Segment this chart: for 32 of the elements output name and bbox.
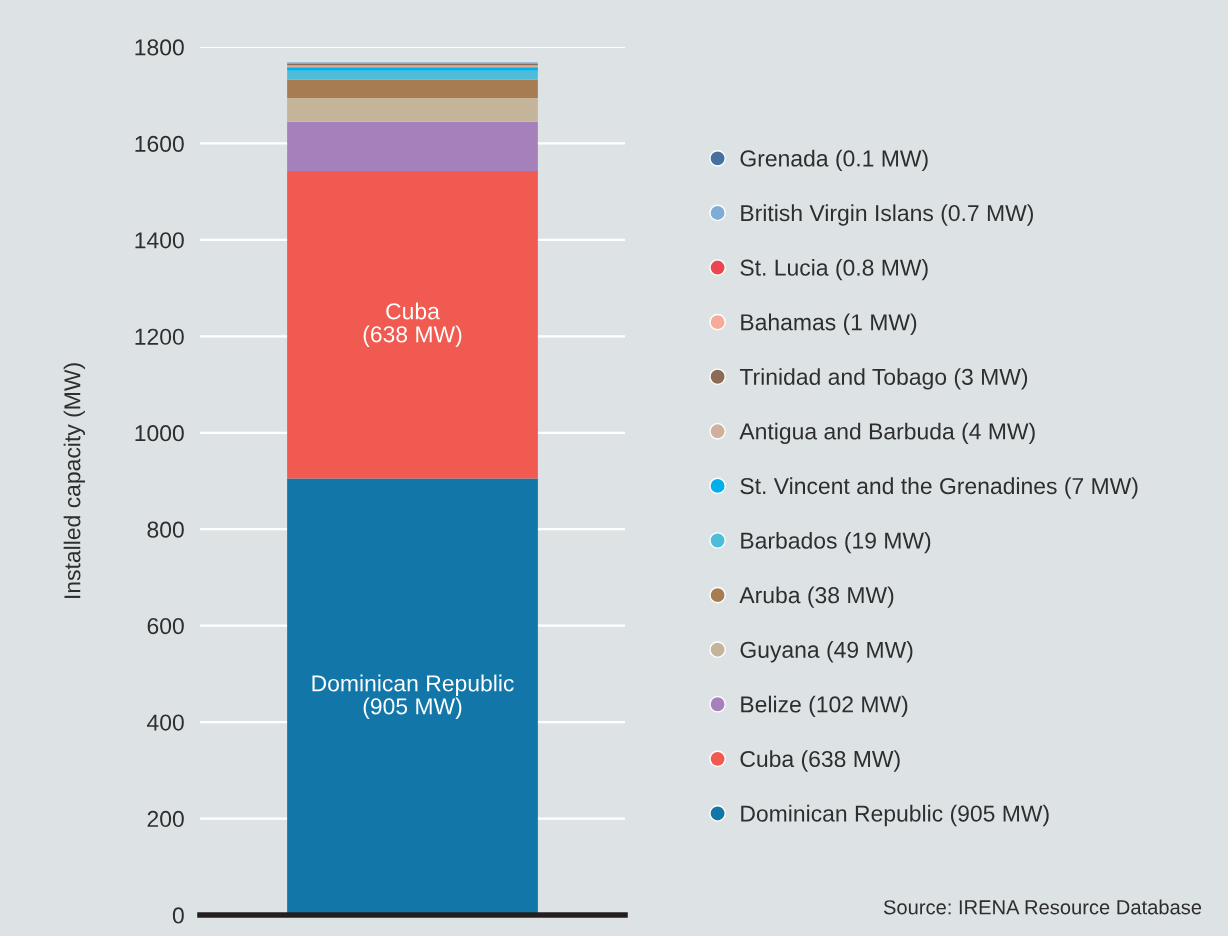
legend-label: Bahamas (1 MW) bbox=[741, 313, 917, 335]
bar bbox=[287, 98, 538, 122]
source-note: Source: IRENA Resource Database bbox=[883, 899, 1202, 915]
data-label: Cuba (638 MW) bbox=[363, 302, 462, 347]
y-tick-label: 200 bbox=[147, 810, 184, 828]
bar bbox=[287, 79, 538, 99]
bar bbox=[287, 170, 538, 479]
y-tick-label: 1200 bbox=[135, 328, 184, 345]
legend-label: St. Lucia (0.8 MW) bbox=[740, 258, 928, 281]
bar bbox=[287, 70, 538, 80]
y-tick-label: 1400 bbox=[135, 232, 184, 249]
legend-label: Trinidad and Tobago (3 MW) bbox=[739, 368, 1028, 390]
legend-label: British Virgin Islans (0.7 MW) bbox=[741, 204, 1033, 226]
legend-label: Guyana (49 MW) bbox=[740, 641, 913, 663]
legend-label: Cuba (638 MW) bbox=[740, 750, 900, 772]
legend-label: Aruba (38 MW) bbox=[739, 586, 894, 608]
y-axis-title: Installed capacity (MW) bbox=[63, 363, 85, 598]
legend-label: Belize (102 MW) bbox=[741, 695, 908, 718]
legend-label: Antigua and Barbuda (4 MW) bbox=[739, 422, 1035, 445]
bar bbox=[287, 121, 538, 171]
y-tick-label: 600 bbox=[147, 617, 184, 635]
y-tick-label: 1000 bbox=[135, 425, 184, 442]
legend-label: St. Vincent and the Grenadines (7 MW) bbox=[740, 477, 1138, 499]
legend-label: Grenada (0.1 MW) bbox=[740, 149, 928, 172]
y-tick-label: 800 bbox=[147, 521, 184, 538]
data-label: Dominican Republic (905 MW) bbox=[312, 674, 514, 719]
y-tick-label: 0 bbox=[172, 907, 184, 924]
legend-label: Dominican Republic (905 MW) bbox=[741, 804, 1049, 827]
y-tick-label: 1800 bbox=[135, 39, 184, 56]
legend-label: Barbados (19 MW) bbox=[741, 531, 931, 554]
y-tick-label: 400 bbox=[147, 714, 184, 731]
y-tick-label: 1600 bbox=[135, 135, 184, 152]
